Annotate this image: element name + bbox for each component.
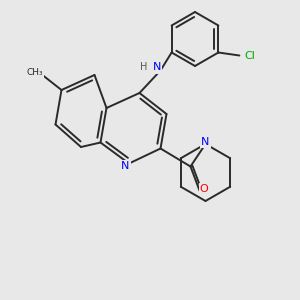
Text: N: N	[201, 136, 210, 147]
Text: N: N	[121, 161, 130, 171]
Text: H: H	[140, 62, 148, 73]
Text: CH₃: CH₃	[26, 68, 43, 77]
Text: O: O	[200, 184, 208, 194]
Text: N: N	[153, 62, 161, 73]
Text: Cl: Cl	[244, 50, 255, 61]
